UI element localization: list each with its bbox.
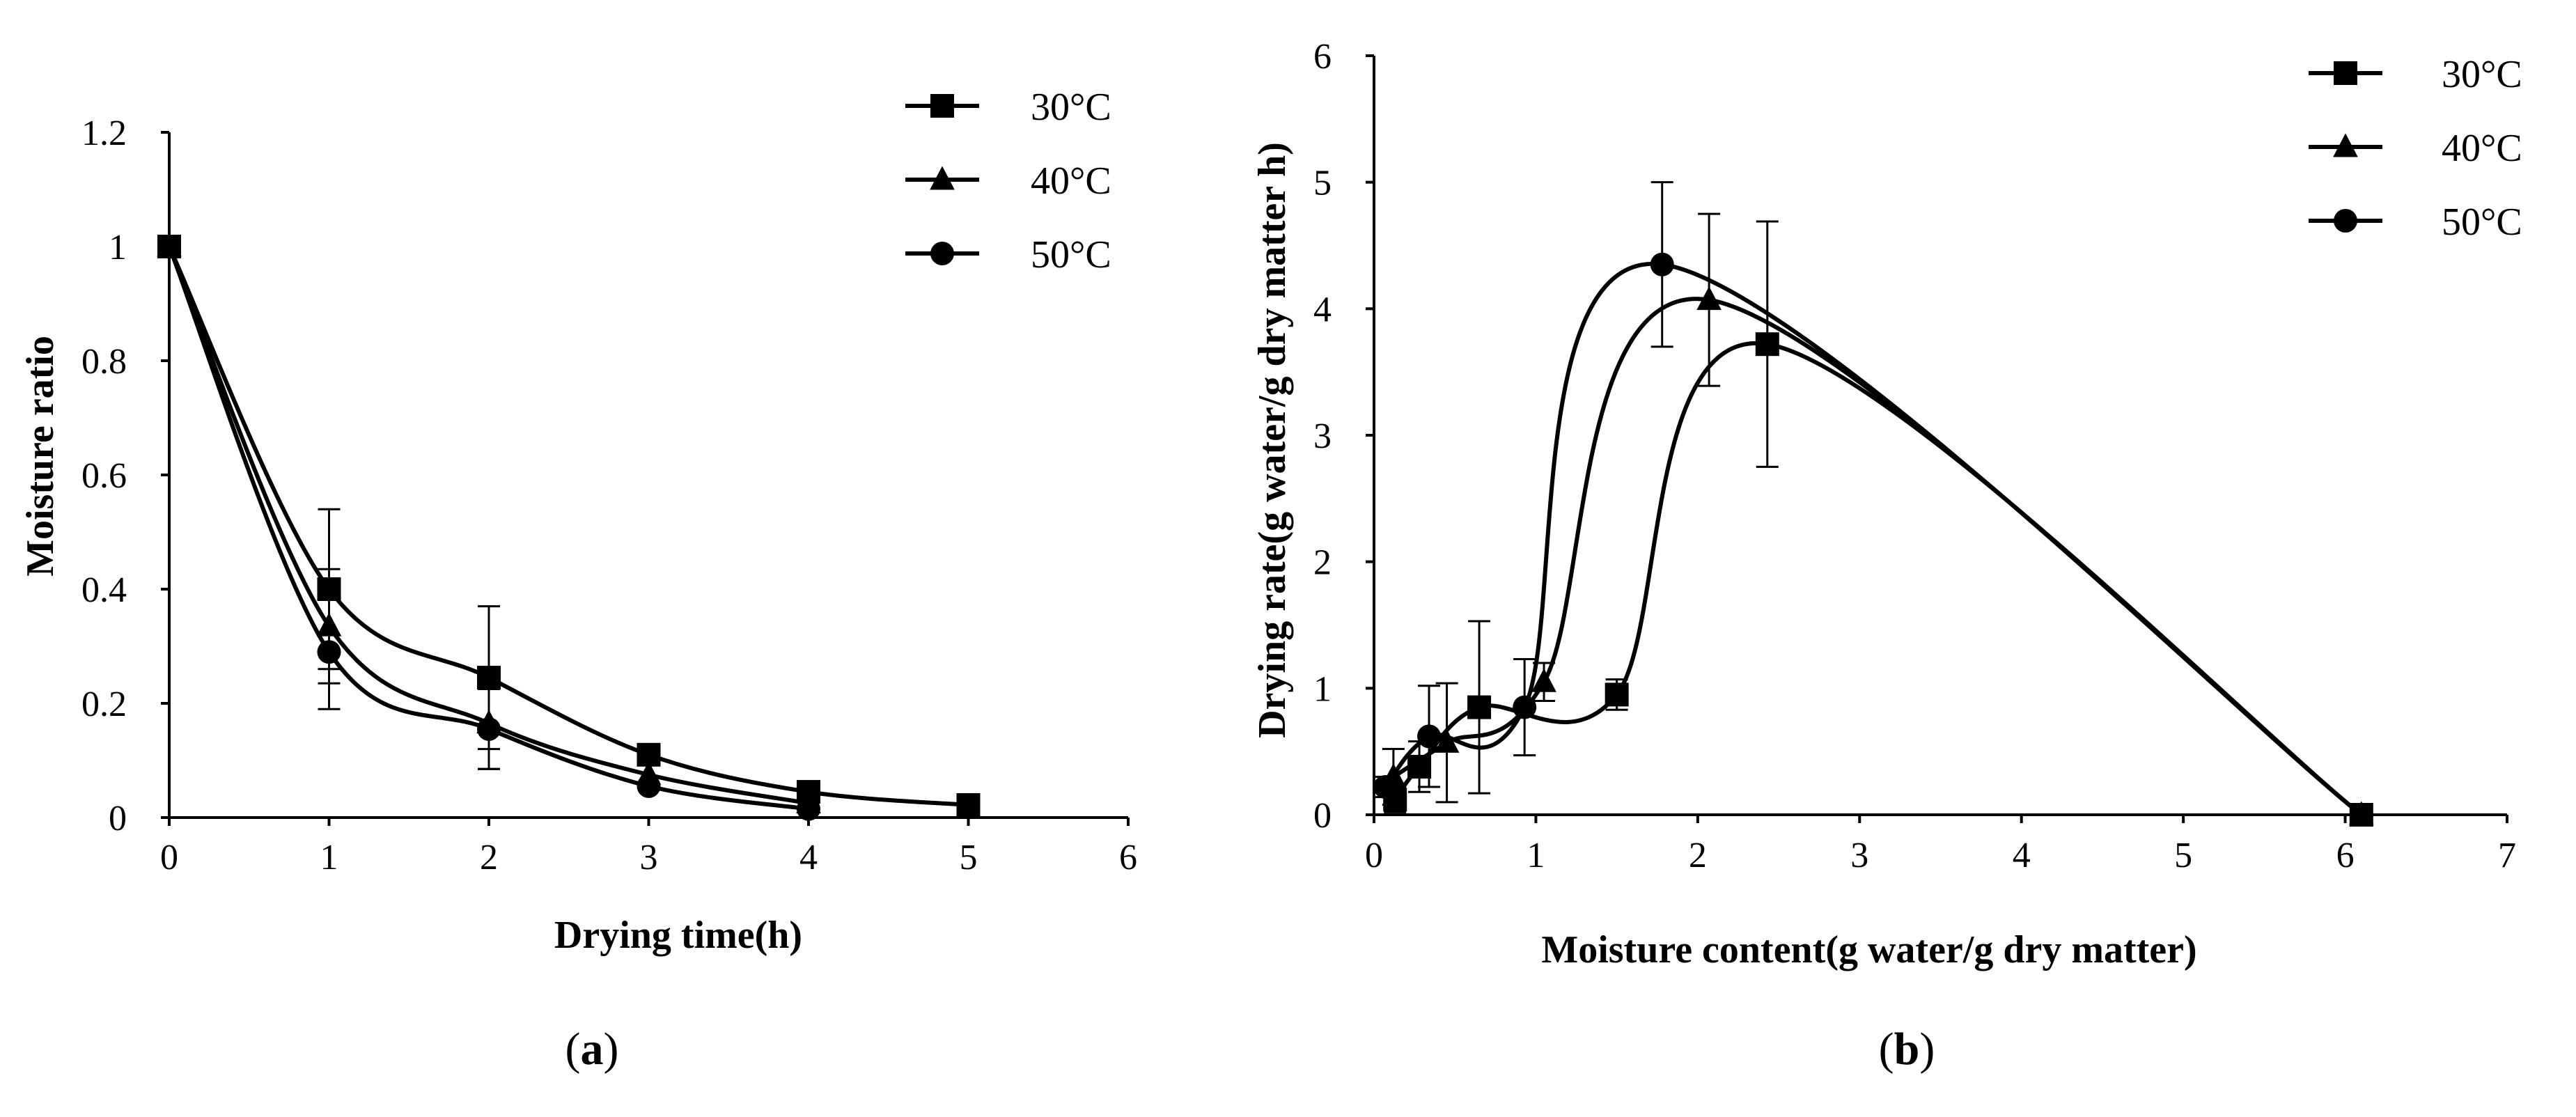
legend-item: 40°C — [905, 159, 1111, 203]
chart-panel-a: 0 1 2 3 4 5 6 0 0.2 0.4 0.6 0.8 1 1.2 30°C 40°C 50°C Dr… — [19, 86, 1137, 1075]
data-point — [1513, 695, 1537, 719]
series-line — [1383, 262, 2363, 817]
y-tick-label: 0.8 — [81, 342, 127, 382]
series-square — [157, 235, 981, 817]
axes-a: 0 1 2 3 4 5 6 0 0.2 0.4 0.6 0.8 1 1.2 — [81, 114, 1137, 877]
data-point — [637, 774, 661, 798]
panel-label-a-letter: a — [581, 1024, 604, 1075]
data-point — [1696, 286, 1722, 311]
data-point — [1605, 682, 1629, 707]
y-tick-label: 6 — [1313, 37, 1332, 77]
x-tick-label: 3 — [640, 838, 658, 877]
legend-label: 30°C — [2442, 53, 2522, 96]
x-tick-label: 5 — [960, 838, 978, 877]
legend-a: 30°C 40°C 50°C — [905, 86, 1111, 276]
legend-marker — [2333, 133, 2358, 157]
legend-marker — [930, 94, 954, 118]
data-point — [1755, 332, 1779, 357]
legend-label: 30°C — [1031, 86, 1111, 129]
data-point — [797, 797, 820, 821]
y-tick-label: 1 — [109, 228, 127, 267]
x-tick-label: 0 — [1365, 836, 1383, 875]
series-circle — [157, 235, 820, 821]
series-group-b — [1373, 181, 2374, 827]
series-line — [1393, 341, 2363, 817]
y-tick-label: 1.2 — [81, 114, 127, 153]
y-tick-label: 0.2 — [81, 685, 127, 724]
y-tick-label: 3 — [1313, 416, 1332, 456]
legend-item: 30°C — [2309, 53, 2522, 96]
x-axis-label-a: Drying time(h) — [554, 914, 802, 957]
x-tick-label: 6 — [2336, 836, 2355, 875]
y-tick-label: 0 — [1313, 796, 1332, 836]
x-tick-label: 2 — [1689, 836, 1707, 875]
legend-label: 50°C — [1031, 233, 1111, 276]
x-tick-label: 1 — [1527, 836, 1545, 875]
legend-marker — [2334, 209, 2357, 233]
legend-b: 30°C 40°C 50°C — [2309, 53, 2522, 244]
panel-label-a: (a) — [565, 1024, 619, 1075]
x-tick-label: 0 — [160, 838, 178, 877]
data-point — [2349, 803, 2373, 827]
legend-marker — [930, 242, 954, 265]
data-point — [1373, 775, 1398, 799]
series-square — [1383, 220, 2373, 827]
axes-b: 0 1 2 3 4 5 6 7 0 1 2 3 4 5 6 — [1313, 37, 2516, 875]
series-triangle — [1381, 212, 2374, 825]
y-tick-label: 1 — [1313, 669, 1332, 709]
x-tick-label: 4 — [799, 838, 818, 877]
legend-marker — [930, 166, 955, 190]
series-group-a — [157, 233, 981, 821]
legend-label: 40°C — [1031, 159, 1111, 203]
x-axis-label-b: Moisture content(g water/g dry matter) — [1541, 928, 2196, 971]
x-tick-label: 6 — [1119, 838, 1137, 877]
y-tick-label: 4 — [1313, 290, 1332, 329]
legend-label: 50°C — [2442, 201, 2522, 244]
legend-marker — [2334, 61, 2357, 85]
x-tick-label: 5 — [2174, 836, 2192, 875]
series-line — [1392, 297, 2363, 817]
x-tick-label: 4 — [2013, 836, 2031, 875]
data-point — [1434, 728, 1460, 753]
x-tick-label: 7 — [2498, 836, 2516, 875]
series-circle — [1373, 181, 2373, 827]
data-point — [157, 235, 181, 258]
legend-label: 40°C — [2442, 127, 2522, 170]
data-point — [1531, 668, 1556, 692]
data-point — [956, 792, 981, 817]
y-tick-label: 5 — [1313, 164, 1332, 203]
y-axis-label-a: Moisture ratio — [19, 336, 62, 577]
data-point — [1650, 252, 1674, 276]
series-line — [167, 245, 809, 806]
legend-item: 40°C — [2309, 127, 2522, 170]
y-tick-label: 0.6 — [81, 456, 127, 496]
legend-item: 50°C — [905, 233, 1111, 276]
data-point — [477, 717, 501, 741]
panel-label-b-letter: b — [1894, 1024, 1920, 1075]
y-tick-label: 0 — [109, 799, 127, 838]
x-tick-label: 3 — [1850, 836, 1868, 875]
series-line — [167, 245, 809, 811]
data-point — [1417, 724, 1442, 749]
y-tick-label: 0.4 — [81, 570, 127, 610]
x-tick-label: 1 — [320, 838, 338, 877]
panel-label-b: (b) — [1879, 1024, 1935, 1075]
data-point — [1467, 695, 1492, 719]
y-tick-label: 2 — [1313, 543, 1332, 583]
y-axis-label-b: Drying rate(g water/g dry matter h) — [1251, 142, 1294, 738]
chart-panel-b: 0 1 2 3 4 5 6 7 0 1 2 3 4 5 6 30°C 40°C 50°C Moisture co… — [1251, 37, 2522, 1075]
legend-item: 30°C — [905, 86, 1111, 129]
x-tick-label: 2 — [480, 838, 498, 877]
legend-item: 50°C — [2309, 201, 2522, 244]
data-point — [317, 640, 341, 664]
series-line — [167, 245, 969, 807]
